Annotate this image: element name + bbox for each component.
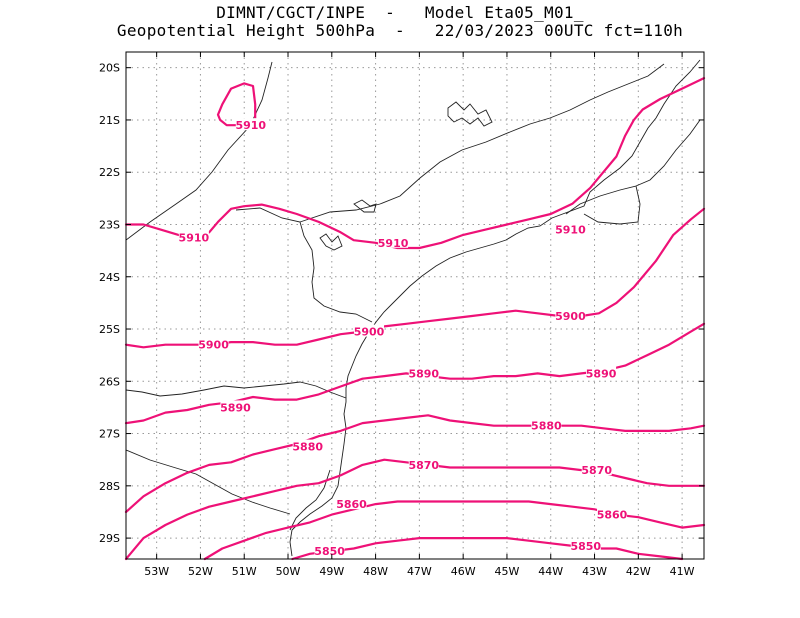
contour-label-5900: 5900 <box>198 339 229 352</box>
contour-label-5880: 5880 <box>531 420 562 433</box>
contour-label-5860: 5860 <box>336 498 367 511</box>
lat-tick-label: 23S <box>99 218 120 231</box>
contour-label-bg <box>570 538 601 551</box>
contour-label-bg <box>378 235 409 248</box>
contour-label-bg <box>555 308 586 321</box>
contour-label-bg <box>336 497 367 510</box>
contour-label-5900: 5900 <box>555 310 586 323</box>
contour-label-5870: 5870 <box>408 459 439 472</box>
contour-label-bg <box>292 439 323 452</box>
lon-tick-label: 43W <box>582 565 607 578</box>
contour-5910 <box>124 77 706 250</box>
contour-label-bg <box>178 230 209 243</box>
state-border <box>125 61 273 241</box>
reservoir <box>353 199 377 213</box>
lon-tick-label: 53W <box>144 565 169 578</box>
contour-5880 <box>124 414 706 514</box>
chart-title: DIMNT/CGCT/INPE - Model Eta05_M01_ Geopo… <box>0 4 800 40</box>
lon-tick-label: 46W <box>451 565 476 578</box>
reservoir <box>319 233 343 251</box>
lon-tick-label: 52W <box>188 565 213 578</box>
lon-tick-label: 44W <box>538 565 563 578</box>
map-frame <box>125 51 705 560</box>
contour-label-5880: 5880 <box>292 441 323 454</box>
lat-tick-label: 20S <box>99 62 120 75</box>
lon-tick-label: 42W <box>626 565 651 578</box>
lat-tick-label: 22S <box>99 166 120 179</box>
contour-labels: 5910 5910 5910 5910 5900 5900 5900 5890 5890 5890… <box>179 118 628 558</box>
state-border <box>235 207 373 323</box>
lon-tick-label: 48W <box>363 565 388 578</box>
contour-label-5890: 5890 <box>408 367 439 380</box>
contour-label-bg <box>198 337 229 350</box>
contour-label-bg <box>586 366 617 379</box>
lat-tick-label: 24S <box>99 271 120 284</box>
lat-tick-label: 26S <box>99 375 120 388</box>
contour-label-bg <box>531 418 562 431</box>
contour-label-bg <box>235 118 266 131</box>
contour-label-bg <box>408 366 439 379</box>
lon-tick-label: 47W <box>407 565 432 578</box>
axis-ticks: 53W 52W 51W 50W 49W 48W 47W 46W 45W 44W 43W 42W 41W 2… <box>99 52 704 578</box>
contour-label-5850: 5850 <box>570 540 601 553</box>
lon-tick-label: 49W <box>319 565 344 578</box>
contour-label-bg <box>408 457 439 470</box>
state-border <box>125 381 347 399</box>
lat-tick-label: 29S <box>99 532 120 545</box>
contour-label-5910: 5910 <box>555 224 586 237</box>
lon-tick-label: 50W <box>276 565 301 578</box>
lat-tick-label: 27S <box>99 428 120 441</box>
contour-label-bg <box>581 463 612 476</box>
reservoir <box>447 101 493 127</box>
contour-label-5870: 5870 <box>581 464 612 477</box>
contour-label-5910: 5910 <box>378 237 409 250</box>
lat-tick-label: 25S <box>99 323 120 336</box>
contour-label-5890: 5890 <box>220 401 251 414</box>
title-line-1: DIMNT/CGCT/INPE - Model Eta05_M01_ <box>216 3 584 22</box>
contour-label-bg <box>220 400 251 413</box>
contour-label-bg <box>597 507 628 520</box>
contour-label-5850: 5850 <box>314 545 345 558</box>
state-border <box>583 185 641 225</box>
contour-label-5860: 5860 <box>597 509 628 522</box>
map-grid <box>126 52 704 559</box>
contour-label-5890: 5890 <box>586 367 617 380</box>
state-border <box>125 449 291 515</box>
contour-5910 <box>216 82 257 127</box>
lon-tick-label: 45W <box>495 565 520 578</box>
coastline <box>289 59 701 557</box>
contour-5850 <box>291 537 684 561</box>
lat-tick-label: 21S <box>99 114 120 127</box>
contour-label-5910: 5910 <box>235 119 266 132</box>
contour-label-5900: 5900 <box>354 326 385 339</box>
coastline-and-borders <box>125 59 701 557</box>
lon-tick-label: 41W <box>670 565 695 578</box>
lon-tick-label: 51W <box>232 565 257 578</box>
contour-label-bg <box>354 324 385 337</box>
contour-5860 <box>203 500 706 561</box>
contour-lines <box>124 77 706 561</box>
lagoon-shore <box>289 469 331 531</box>
lat-tick-label: 28S <box>99 480 120 493</box>
state-border <box>565 119 701 215</box>
contour-label-bg <box>555 222 586 235</box>
contour-label-5910: 5910 <box>179 232 210 245</box>
title-line-2: Geopotential Height 500hPa - 22/03/2023 … <box>116 21 684 40</box>
contour-label-bg <box>314 544 345 557</box>
state-border <box>299 63 665 223</box>
